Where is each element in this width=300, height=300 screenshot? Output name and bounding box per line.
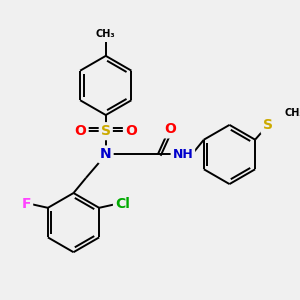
Text: CH₃: CH₃ (285, 108, 300, 118)
Text: N: N (100, 148, 112, 161)
Text: O: O (75, 124, 87, 138)
Text: Cl: Cl (115, 197, 130, 211)
Text: O: O (125, 124, 137, 138)
Text: NH: NH (172, 148, 193, 161)
Text: O: O (164, 122, 176, 136)
Text: CH₃: CH₃ (96, 29, 116, 39)
Text: F: F (22, 197, 31, 211)
Text: S: S (101, 124, 111, 138)
Text: S: S (263, 118, 273, 132)
